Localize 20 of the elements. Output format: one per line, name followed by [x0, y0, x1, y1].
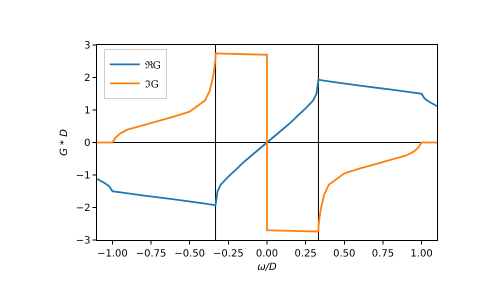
x-tick-label: 0.00 — [256, 248, 278, 260]
x-tick-label: −0.25 — [213, 248, 244, 260]
y-tick-label: 1 — [84, 106, 90, 116]
x-tick-label: 0.25 — [294, 248, 317, 260]
legend-label: ℑG — [144, 79, 159, 90]
x-tick-label: 0.50 — [333, 248, 356, 260]
x-tick-label: 1.00 — [410, 248, 433, 260]
y-tick-label: −1 — [76, 170, 90, 182]
y-axis-title: G * D — [58, 128, 70, 156]
y-tick-label: 3 — [84, 40, 90, 52]
x-axis-title: ω/D — [257, 262, 278, 273]
x-tick-label: −0.75 — [136, 248, 166, 260]
x-tick-label: −0.50 — [174, 248, 206, 260]
legend-label: ℜG — [144, 60, 161, 72]
y-tick-label: −2 — [76, 203, 90, 214]
y-tick-label: −3 — [76, 236, 90, 246]
y-tick-label: 2 — [84, 73, 90, 84]
x-tick-label: 0.75 — [372, 248, 394, 260]
y-tick-label: 0 — [84, 138, 90, 149]
x-tick-label: −1.00 — [97, 248, 128, 260]
